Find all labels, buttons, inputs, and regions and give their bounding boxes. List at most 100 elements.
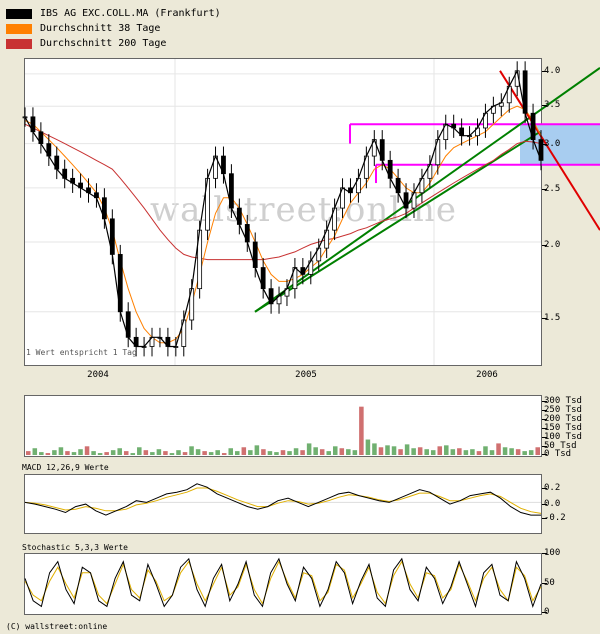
- volume-bar: [261, 449, 266, 455]
- legend-label-price: IBS AG EXC.COLL.MA (Frankfurt): [40, 8, 221, 19]
- macd-panel: [24, 474, 542, 534]
- macd-line: [24, 483, 541, 516]
- volume-bar: [235, 451, 240, 455]
- price-tick-label: 2.5: [541, 184, 561, 194]
- trendline-down: [499, 70, 600, 231]
- stoch-tick-label: 0: [541, 607, 550, 617]
- volume-bar: [169, 453, 175, 455]
- volume-bar: [496, 443, 501, 455]
- footer-copyright: (C) wallstreet:online: [6, 622, 108, 631]
- price-tick-label: 2.0: [541, 240, 561, 250]
- volume-bar: [71, 452, 77, 455]
- volume-bar: [319, 449, 325, 455]
- volume-bar: [189, 446, 194, 455]
- volume-bar: [32, 448, 38, 455]
- volume-bar: [163, 451, 168, 455]
- volume-bar: [215, 450, 220, 455]
- volume-bar: [509, 448, 514, 455]
- volume-bar: [378, 447, 384, 455]
- price-tick-label: 3.0: [541, 139, 561, 149]
- legend-swatch-ma200: [6, 38, 32, 49]
- volume-bar: [221, 453, 227, 455]
- volume-bar: [470, 449, 475, 455]
- macd-tick-label: 0.2: [541, 483, 561, 493]
- volume-bar: [202, 451, 207, 455]
- stoch-d-line: [24, 560, 542, 605]
- volume-bar: [117, 448, 122, 455]
- stoch-tick-label: 100: [541, 548, 561, 558]
- trendline-short: [254, 130, 541, 313]
- legend-item-price: IBS AG EXC.COLL.MA (Frankfurt): [6, 6, 221, 21]
- volume-tick-label: 0 Tsd: [541, 449, 572, 459]
- volume-bar: [372, 443, 377, 455]
- volume-bar: [110, 450, 116, 455]
- legend-item-ma200: Durchschnitt 200 Tage: [6, 36, 221, 51]
- volume-bar: [65, 451, 70, 455]
- legend: IBS AG EXC.COLL.MA (Frankfurt) Durchschn…: [6, 6, 221, 51]
- volume-tick-label: 200 Tsd: [542, 414, 582, 424]
- volume-bar: [137, 447, 142, 455]
- volume-bar: [528, 450, 534, 455]
- volume-bar: [306, 443, 312, 455]
- volume-bar: [78, 449, 83, 455]
- volume-bar: [195, 449, 201, 455]
- volume-bar: [417, 447, 423, 455]
- volume-bar: [182, 452, 188, 455]
- volume-bar: [430, 450, 436, 455]
- volume-bar: [352, 450, 358, 455]
- legend-label-ma200: Durchschnitt 200 Tage: [40, 38, 167, 49]
- volume-bar: [424, 449, 429, 455]
- volume-bar: [97, 453, 103, 455]
- volume-bar: [483, 446, 488, 455]
- volume-bar: [365, 439, 371, 455]
- macd-tick-label: -0.2: [542, 513, 566, 523]
- volume-bar: [450, 449, 456, 455]
- legend-item-ma38: Durchschnitt 38 Tage: [6, 21, 221, 36]
- volume-bar: [287, 451, 292, 455]
- volume-bar: [248, 450, 253, 455]
- macd-tick-label: 0.0: [541, 499, 561, 509]
- volume-bar: [241, 447, 247, 455]
- volume-bar: [398, 449, 403, 455]
- volume-bar: [130, 453, 136, 455]
- volume-tick-label: 300 Tsd: [542, 396, 582, 406]
- stochastic-title: Stochastic 5,3,3 Werte: [22, 543, 128, 552]
- volume-bar: [267, 451, 273, 455]
- ma200-line: [24, 123, 542, 261]
- volume-bar: [45, 453, 51, 455]
- x-tick-label: 2005: [295, 370, 317, 380]
- legend-swatch-ma38: [6, 23, 32, 34]
- x-tick-label: 2006: [476, 370, 498, 380]
- volume-bar: [476, 451, 482, 455]
- volume-bar: [404, 444, 410, 455]
- volume-bar: [359, 406, 364, 455]
- volume-tick-label: 250 Tsd: [542, 405, 582, 415]
- volume-bar: [208, 452, 214, 455]
- price-tick-label: 4.0: [541, 66, 561, 76]
- volume-bar: [26, 451, 31, 455]
- volume-bar: [522, 451, 527, 455]
- volume-bar: [274, 452, 279, 455]
- volume-bar: [143, 450, 149, 455]
- volume-panel: [24, 395, 542, 457]
- volume-bar: [437, 446, 443, 455]
- volume-bar: [411, 448, 416, 455]
- volume-bar: [176, 450, 181, 455]
- price-note: 1 Wert entspricht 1 Tag: [26, 348, 137, 357]
- price-tick-label: 1.5: [541, 313, 561, 323]
- volume-bar: [150, 452, 155, 455]
- volume-bar: [254, 445, 260, 455]
- volume-bar: [339, 448, 345, 455]
- volume-bar: [326, 451, 331, 455]
- volume-bar: [228, 448, 234, 455]
- volume-bar: [123, 451, 129, 455]
- volume-bar: [444, 445, 449, 455]
- legend-label-ma38: Durchschnitt 38 Tage: [40, 23, 161, 34]
- volume-bar: [463, 450, 469, 455]
- volume-bar: [91, 451, 96, 455]
- volume-bar: [332, 446, 338, 455]
- volume-bar: [104, 452, 109, 455]
- volume-tick-label: 50 Tsd: [542, 441, 577, 451]
- volume-bar: [391, 446, 397, 455]
